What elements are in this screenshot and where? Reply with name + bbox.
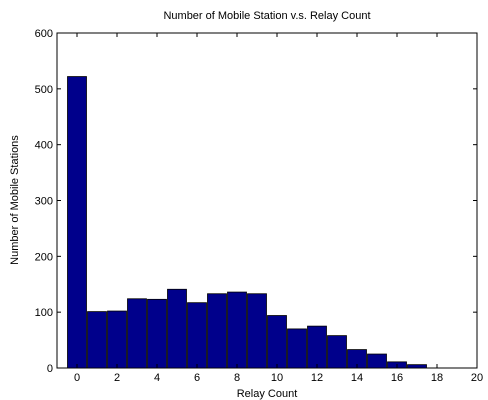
bar-3	[127, 298, 147, 369]
bar-9	[247, 293, 267, 369]
x-axis-label: Relay Count	[237, 388, 298, 400]
x-axis: 0 2 4 6 8 10 12 14 16 18 20	[74, 33, 483, 384]
chart-title: Number of Mobile Station v.s. Relay Coun…	[163, 10, 370, 22]
x-tick-label: 0	[74, 372, 80, 384]
bar-2	[107, 310, 127, 369]
x-tick-label: 10	[271, 372, 283, 384]
x-tick-label: 16	[391, 372, 403, 384]
x-tick-label: 20	[471, 372, 483, 384]
bar-5	[167, 288, 187, 369]
y-tick-label: 400	[35, 140, 53, 152]
x-tick-label: 4	[154, 372, 160, 384]
bars-group	[67, 76, 427, 369]
plot-area	[56, 32, 478, 369]
bar-17	[407, 364, 427, 369]
x-tick-label: 6	[194, 372, 200, 384]
y-tick-label: 500	[35, 84, 53, 96]
bar-10	[267, 315, 287, 369]
bar-1	[87, 311, 107, 369]
y-axis-label: Number of Mobile Stations	[9, 135, 21, 265]
y-tick-label: 300	[35, 196, 53, 208]
x-tick-label: 14	[351, 372, 363, 384]
bar-6	[187, 302, 207, 369]
y-axis: 0 100 200 300 400 500 600	[35, 28, 477, 375]
y-tick-label: 200	[35, 251, 53, 263]
bar-11	[287, 328, 307, 369]
bar-13	[327, 335, 347, 369]
y-tick-label: 0	[47, 363, 53, 375]
bar-0	[67, 76, 87, 369]
bar-15	[367, 353, 387, 369]
bar-7	[207, 293, 227, 369]
bar-4	[147, 298, 167, 369]
x-tick-label: 8	[234, 372, 240, 384]
bar-8	[227, 291, 247, 369]
x-tick-label: 18	[431, 372, 443, 384]
y-tick-label: 600	[35, 28, 53, 40]
x-tick-label: 2	[114, 372, 120, 384]
x-tick-label: 12	[311, 372, 323, 384]
bar-12	[307, 325, 327, 369]
y-tick-label: 100	[35, 307, 53, 319]
